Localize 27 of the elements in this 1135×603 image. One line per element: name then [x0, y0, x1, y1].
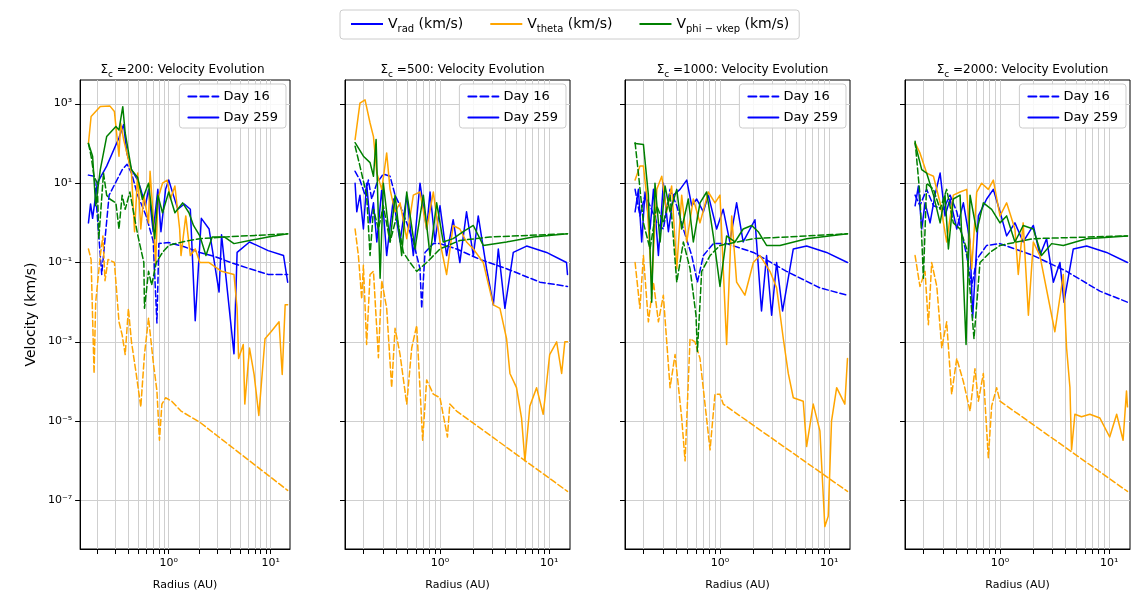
y-tick-label: 10¹ [53, 175, 73, 189]
x-tick-label: 10¹ [820, 556, 839, 569]
legend-label: Day 259 [1063, 109, 1119, 124]
x-tick-label: 10¹ [1100, 556, 1119, 569]
legend-label: Day 16 [503, 88, 550, 103]
x-tick-label: 10⁰ [990, 556, 1010, 569]
y-tick-label: 10⁻¹ [47, 255, 73, 269]
legend-label: Day 16 [783, 88, 830, 103]
y-tick-label: 10³ [53, 96, 73, 110]
legend-label: Day 16 [1063, 88, 1110, 103]
x-tick-label: 10¹ [261, 556, 280, 569]
y-tick-label: 10⁻⁵ [47, 413, 73, 427]
y-tick-label: 10⁻³ [47, 334, 73, 348]
x-tick-label: 10⁰ [159, 556, 179, 569]
x-axis-title: Radius (AU) [985, 578, 1050, 591]
y-axis-title: Velocity (km/s) [22, 262, 38, 367]
legend-label: Day 16 [223, 88, 270, 103]
x-axis-title: Radius (AU) [425, 578, 490, 591]
x-tick-label: 10¹ [540, 556, 559, 569]
legend-label: Day 259 [783, 109, 839, 124]
x-tick-label: 10⁰ [430, 556, 450, 569]
y-tick-label: 10⁻⁷ [47, 493, 73, 507]
x-axis-title: Radius (AU) [152, 578, 218, 591]
legend-label: Day 259 [223, 109, 279, 124]
x-tick-label: 10⁰ [710, 556, 730, 569]
x-axis-title: Radius (AU) [705, 578, 770, 591]
legend-label: Day 259 [503, 109, 559, 124]
